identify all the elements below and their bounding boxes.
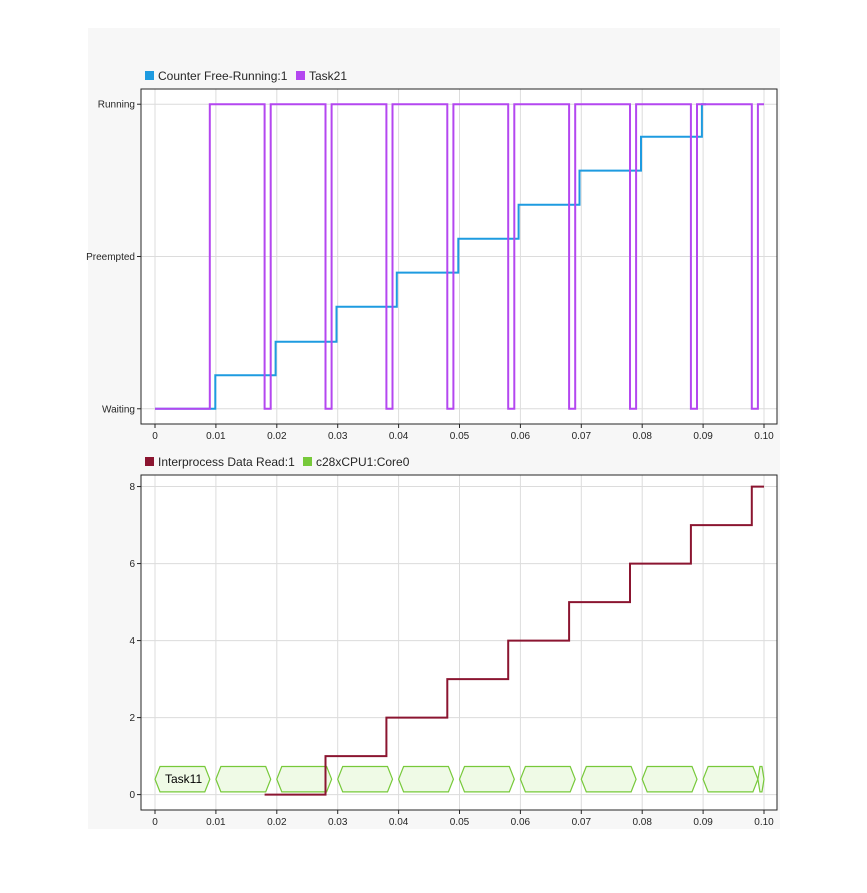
top-series [155,103,764,410]
task-bar-segment [397,765,455,793]
x-tick-label: 0.08 [632,817,652,828]
top-ticks: 0 0.01 0.02 0.03 0.04 0.05 0.06 0.07 0.08 0.09 0.1… [86,100,774,442]
y-tick-label: 4 [129,636,135,647]
x-tick-label: 0.06 [511,817,531,828]
x-tick-label: 0.02 [267,817,287,828]
x-tick-label: 0 [152,431,158,442]
bottom-ticks: 0 0.01 0.02 0.03 0.04 0.05 0.06 0.07 0.08 0.09 0.1… [129,482,774,828]
legend-swatch-counter [145,71,154,80]
x-tick-label: 0.08 [632,431,652,442]
x-tick-label: 0.01 [206,817,226,828]
legend-swatch-core0 [303,457,312,466]
x-tick-label: 0.04 [389,817,409,828]
y-tick-label: 2 [129,713,135,724]
y-tick-label: Preempted [86,252,135,263]
legend-label-interprocess: Interprocess Data Read:1 [158,455,295,469]
x-tick-label: 0.09 [693,817,713,828]
task-bar-segment [702,765,759,793]
series-line-task21 [155,103,764,410]
x-tick-label: 0.09 [693,431,713,442]
task-bar-segment [641,765,698,793]
x-tick-label: 0.04 [389,431,409,442]
task-bar-segment [215,765,272,793]
legend-label-core0: c28xCPU1:Core0 [316,455,410,469]
y-tick-label: 6 [129,559,135,570]
task-bar-segment [337,765,394,793]
legend-swatch-task21 [296,71,305,80]
bottom-legend[interactable]: Interprocess Data Read:1 c28xCPU1:Core0 [145,455,410,469]
top-plot: 0 0.01 0.02 0.03 0.04 0.05 0.06 0.07 0.08 0.09 0.1… [86,69,778,442]
x-tick-label: 0.10 [754,431,774,442]
task-bar-segment [276,765,333,793]
x-tick-label: 0.03 [328,431,348,442]
task-bar-segment [154,765,211,793]
task-bar-segment [458,765,515,793]
y-tick-label: Waiting [102,404,135,415]
legend-label-task21: Task21 [309,69,347,83]
y-tick-label: 0 [129,790,135,801]
bottom-plot: Task11 0 0.01 0.02 0.03 0.04 0.05 0.06 0.07 0.08… [129,455,778,828]
x-tick-label: 0.03 [328,817,348,828]
task-bar-segment [757,765,765,793]
legend-label-counter: Counter Free-Running:1 [158,69,288,83]
top-legend[interactable]: Counter Free-Running:1 Task21 [145,69,347,83]
bottom-series [264,485,764,796]
x-tick-label: 0.02 [267,431,287,442]
x-tick-label: 0.06 [511,431,531,442]
x-tick-label: 0.05 [450,431,470,442]
series-line-counter-free-running-1 [155,103,707,410]
x-tick-label: 0.01 [206,431,226,442]
x-tick-label: 0.07 [572,817,592,828]
x-tick-label: 0 [152,817,158,828]
y-tick-label: 8 [129,482,135,493]
task-bar-segment [580,765,637,793]
series-line-interprocess-data-read-1 [264,485,764,796]
bottom-task-bars: Task11 [154,765,765,793]
task-bar-label: Task11 [165,772,202,786]
y-tick-label: Running [98,100,135,111]
x-tick-label: 0.10 [754,817,774,828]
legend-swatch-interprocess [145,457,154,466]
task-bar-segment [519,765,576,793]
top-grid [141,89,777,424]
x-tick-label: 0.07 [572,431,592,442]
x-tick-label: 0.05 [450,817,470,828]
